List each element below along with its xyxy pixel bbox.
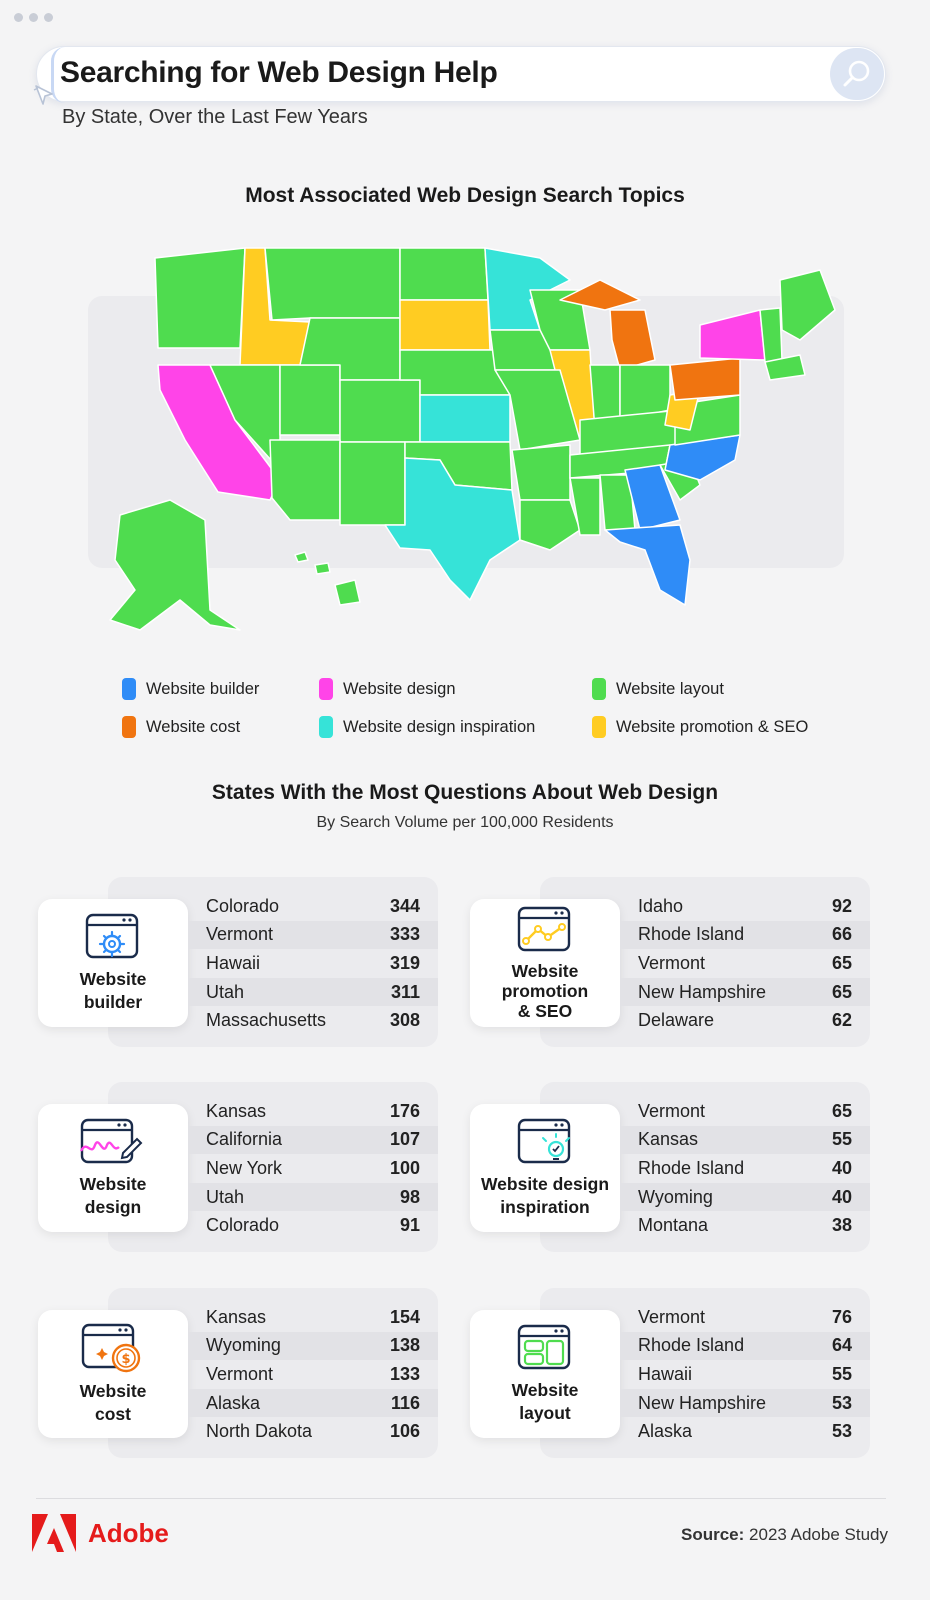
- page-subtitle: By State, Over the Last Few Years: [62, 106, 368, 128]
- table-row: North Dakota 106: [206, 1421, 420, 1442]
- map-state-texas: [384, 457, 521, 601]
- map-state-alaska: [109, 499, 241, 631]
- brand-name: Adobe: [88, 1517, 169, 1548]
- legend-item-website-promotion-seo: Website promotion & SEO: [592, 716, 808, 738]
- map-state-new-mexico: [339, 441, 406, 526]
- search-bar: [36, 46, 886, 103]
- map-state-hawaii-3: [334, 579, 361, 606]
- table-row: Alaska 53: [638, 1421, 852, 1442]
- chart-browser-icon: [517, 906, 571, 952]
- svg-text:$: $: [121, 1352, 130, 1367]
- map-state-florida: [604, 524, 691, 606]
- map-state-wa-or: [154, 247, 246, 349]
- table-row: Vermont 333: [188, 920, 438, 950]
- map-state-maine: [779, 269, 836, 341]
- map-state-south-dakota: [399, 299, 491, 351]
- table-row: Vermont 65: [638, 952, 852, 973]
- table-row: Utah 311: [188, 977, 438, 1007]
- map-state-montana: [264, 247, 401, 321]
- map-state-arizona: [269, 439, 341, 521]
- dollar-browser-icon: $: [81, 1324, 141, 1373]
- legend-item-website-layout: Website layout: [592, 678, 724, 700]
- page-title: Searching for Web Design Help: [60, 56, 498, 89]
- table-row: Alaska 116: [188, 1388, 438, 1418]
- window-dots: [14, 13, 53, 22]
- adobe-logo: Adobe: [32, 1514, 169, 1552]
- table-row: Idaho 92: [638, 895, 852, 916]
- map-state-massachusetts: [764, 354, 806, 381]
- table-row: Colorado 91: [206, 1215, 420, 1236]
- map-state-michigan: [609, 309, 656, 371]
- map-state-missouri: [494, 369, 581, 451]
- table-row: Montana 38: [638, 1215, 852, 1236]
- table-row: Vermont 133: [206, 1363, 420, 1384]
- table-row: California 107: [188, 1125, 438, 1155]
- map-state-kansas: [419, 394, 511, 443]
- map-state-louisiana: [519, 499, 581, 551]
- table-row: Delaware 62: [638, 1010, 852, 1031]
- table-row: Vermont 65: [638, 1100, 852, 1121]
- map-state-new-york: [699, 309, 766, 361]
- lightbulb-browser-icon: [517, 1119, 571, 1164]
- table-row: Kansas 154: [206, 1306, 420, 1327]
- map-state-colorado: [339, 379, 421, 443]
- map-state-hawaii-2: [314, 562, 331, 575]
- table-row: Wyoming 138: [188, 1331, 438, 1361]
- table-row: Colorado 344: [206, 895, 420, 916]
- table-row: Rhode Island 66: [620, 920, 870, 950]
- map-state-georgia: [624, 464, 681, 531]
- search-icon: [830, 48, 884, 100]
- footer-divider: [36, 1498, 886, 1499]
- table-row: New Hampshire 53: [620, 1388, 870, 1418]
- table-row: Wyoming 40: [620, 1182, 870, 1212]
- map-legend: Website builder Website design Website l…: [122, 678, 862, 758]
- map-state-north-dakota: [399, 247, 489, 301]
- card-website-cost: $ Website cost Kansas 154 Wyoming 138 Vermo…: [38, 1288, 458, 1458]
- legend-item-website-design: Website design: [319, 678, 456, 700]
- cursor-icon: [33, 85, 53, 105]
- table-row: New York 100: [206, 1157, 420, 1178]
- table-row: Massachusetts 308: [206, 1010, 420, 1031]
- legend-item-website-design-inspiration: Website design inspiration: [319, 716, 535, 738]
- card-website-layout: Website layout Vermont 76 Rhode Island 64 H…: [470, 1288, 890, 1458]
- map-state-utah: [279, 364, 341, 436]
- card-website-builder: Website builder Colorado 344 Vermont 333 Ha…: [38, 877, 458, 1047]
- table-row: Kansas 55: [620, 1125, 870, 1155]
- us-state-map: [109, 247, 836, 631]
- source-note: Source: 2023 Adobe Study: [681, 1525, 888, 1544]
- ranking-section-subtitle: By Search Volume per 100,000 Residents: [316, 814, 614, 831]
- layout-browser-icon: [517, 1325, 571, 1370]
- map-state-pennsylvania: [669, 357, 741, 401]
- ranking-section-title: States With the Most Questions About Web…: [211, 781, 719, 804]
- card-website-promotion-seo: Website promotion & SEO Idaho 92 Rhode Isla…: [470, 877, 890, 1047]
- map-state-hawaii-1: [294, 551, 309, 563]
- gear-browser-icon: [85, 914, 139, 959]
- legend-item-website-builder: Website builder: [122, 678, 259, 700]
- table-row: Rhode Island 64: [620, 1331, 870, 1361]
- map-state-mississippi: [569, 477, 601, 536]
- map-state-arkansas: [511, 444, 571, 501]
- table-row: Utah 98: [188, 1182, 438, 1212]
- map-state-michigan-upper: [559, 279, 641, 311]
- card-website-design: Website design Kansas 176 California 107 Ne…: [38, 1082, 458, 1252]
- card-website-design-inspiration: Website design inspiration Vermont 65 Kans…: [470, 1082, 890, 1252]
- map-section-title: Most Associated Web Design Search Topics: [245, 184, 685, 207]
- legend-item-website-cost: Website cost: [122, 716, 240, 738]
- adobe-logo-icon: [32, 1514, 76, 1552]
- table-row: New Hampshire 65: [620, 977, 870, 1007]
- table-row: Hawaii 319: [206, 952, 420, 973]
- table-row: Hawaii 55: [638, 1363, 852, 1384]
- table-row: Vermont 76: [638, 1306, 852, 1327]
- table-row: Rhode Island 40: [638, 1157, 852, 1178]
- pen-browser-icon: [79, 1119, 143, 1164]
- table-row: Kansas 176: [206, 1100, 420, 1121]
